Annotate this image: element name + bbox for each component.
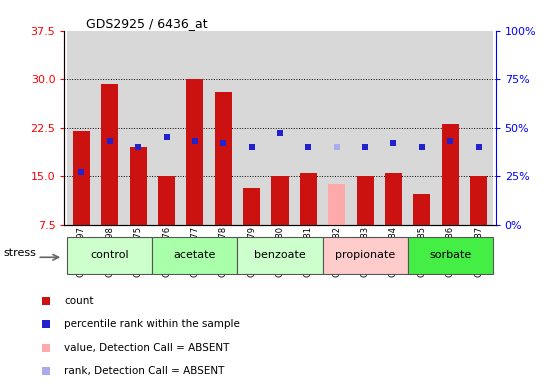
- Bar: [96, 31, 124, 225]
- Bar: [323, 31, 351, 225]
- Text: value, Detection Call = ABSENT: value, Detection Call = ABSENT: [64, 343, 230, 353]
- Bar: [130, 147, 147, 225]
- Text: stress: stress: [3, 248, 36, 258]
- Text: acetate: acetate: [174, 250, 216, 260]
- Bar: [158, 175, 175, 225]
- Bar: [67, 31, 96, 225]
- Bar: [272, 176, 288, 225]
- Text: rank, Detection Call = ABSENT: rank, Detection Call = ABSENT: [64, 366, 225, 376]
- Bar: [464, 31, 493, 225]
- Text: sorbate: sorbate: [429, 250, 472, 260]
- Text: control: control: [91, 250, 129, 260]
- Bar: [214, 92, 232, 225]
- Bar: [351, 31, 379, 225]
- Bar: [152, 237, 237, 274]
- Text: benzoate: benzoate: [254, 250, 306, 260]
- Bar: [237, 31, 266, 225]
- Bar: [470, 176, 487, 225]
- Bar: [436, 31, 464, 225]
- Bar: [379, 31, 408, 225]
- Bar: [357, 176, 374, 225]
- Bar: [186, 79, 203, 225]
- Text: percentile rank within the sample: percentile rank within the sample: [64, 319, 240, 329]
- Bar: [328, 184, 346, 225]
- Bar: [294, 31, 323, 225]
- Bar: [73, 131, 90, 225]
- Bar: [442, 124, 459, 225]
- Bar: [209, 31, 237, 225]
- Bar: [181, 31, 209, 225]
- Text: propionate: propionate: [335, 250, 395, 260]
- Bar: [152, 31, 181, 225]
- Bar: [408, 237, 493, 274]
- Bar: [243, 188, 260, 225]
- Bar: [413, 194, 430, 225]
- Bar: [237, 237, 323, 274]
- Text: GDS2925 / 6436_at: GDS2925 / 6436_at: [86, 17, 208, 30]
- Bar: [266, 31, 294, 225]
- Bar: [124, 31, 152, 225]
- Bar: [385, 173, 402, 225]
- Text: count: count: [64, 296, 94, 306]
- Bar: [323, 237, 408, 274]
- Bar: [408, 31, 436, 225]
- Bar: [101, 84, 118, 225]
- Bar: [300, 173, 317, 225]
- Bar: [67, 237, 152, 274]
